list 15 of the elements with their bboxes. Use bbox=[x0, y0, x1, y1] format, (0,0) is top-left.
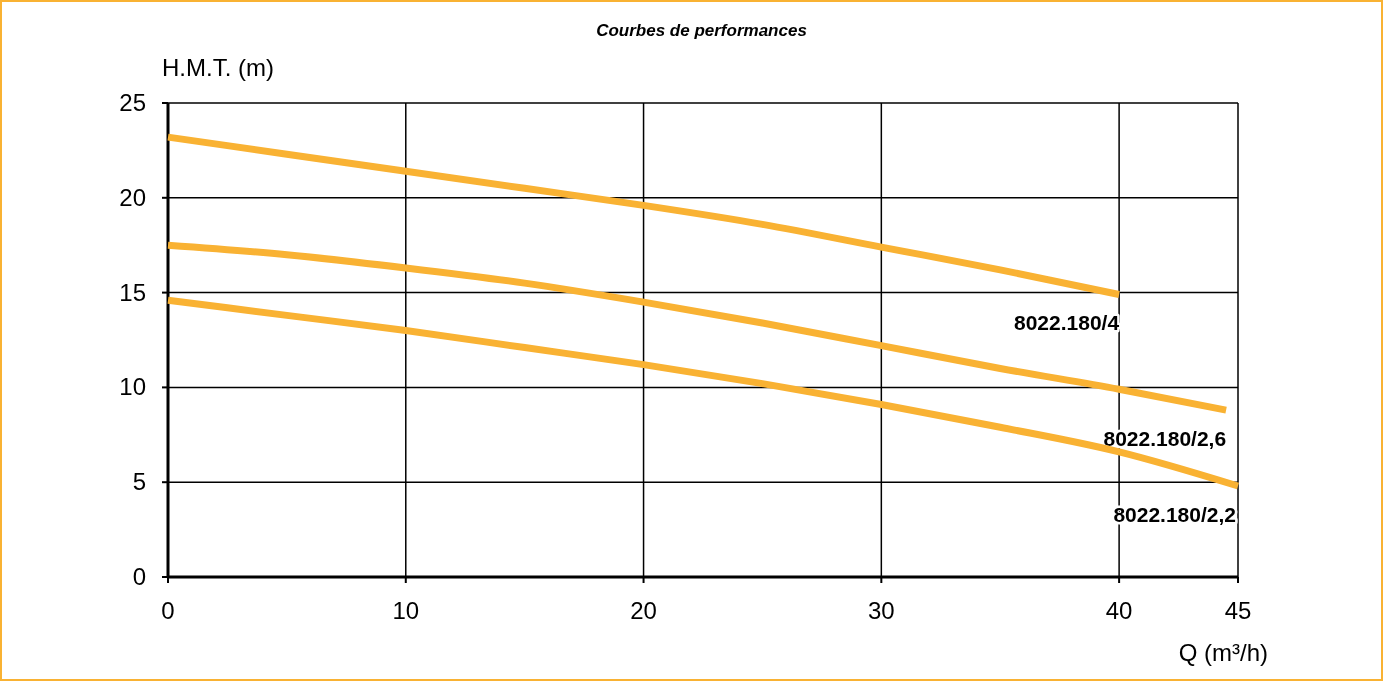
y-tick-label: 15 bbox=[119, 278, 146, 306]
x-tick-label: 0 bbox=[161, 597, 175, 624]
x-tick-label: 10 bbox=[392, 597, 420, 624]
y-tick-label: 10 bbox=[119, 373, 146, 401]
y-axis-title: H.M.T. (m) bbox=[162, 54, 274, 81]
x-tick-label: 20 bbox=[630, 597, 657, 624]
x-tick-label: 45 bbox=[1224, 597, 1252, 624]
y-tick-label: 25 bbox=[119, 89, 146, 116]
y-tick-label: 0 bbox=[132, 563, 146, 590]
y-tick-label: 20 bbox=[119, 183, 146, 211]
x-tick-label: 40 bbox=[1105, 597, 1133, 624]
x-axis-title: Q (m³/h) bbox=[1178, 639, 1268, 666]
chart-title: Courbes de performances bbox=[596, 21, 807, 40]
y-tick-label: 5 bbox=[132, 468, 146, 496]
x-tick-label: 30 bbox=[867, 597, 895, 624]
